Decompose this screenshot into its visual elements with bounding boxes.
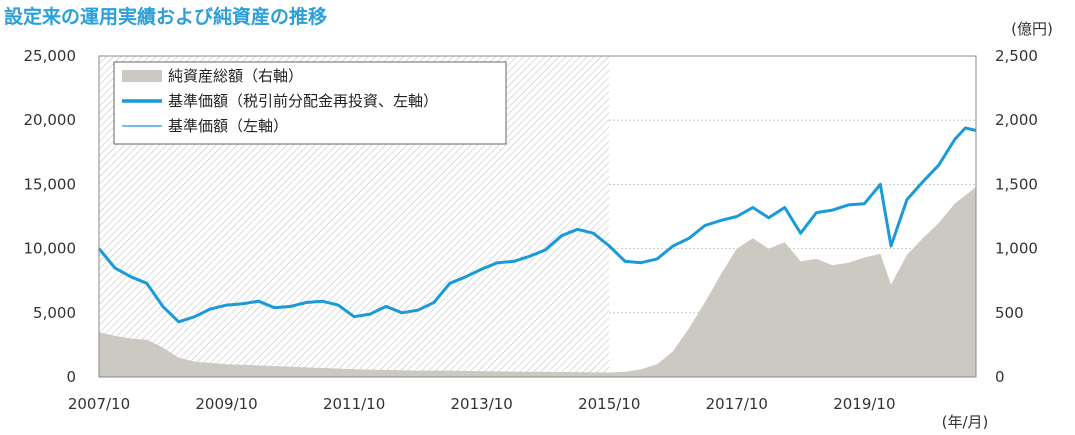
legend-label-nav: 基準価額（左軸）	[168, 117, 288, 135]
nav-line-thick	[97, 126, 977, 324]
x-tick: 2019/10	[833, 395, 895, 413]
y-tick-right: 0	[995, 368, 1005, 386]
y-tick-left: 0	[66, 368, 76, 386]
net-assets-area	[99, 187, 976, 377]
y-tick-right: 1,000	[995, 240, 1038, 258]
x-tick: 2009/10	[195, 395, 257, 413]
y-tick-left: 20,000	[24, 111, 77, 129]
x-tick: 2013/10	[451, 395, 513, 413]
y-tick-right: 500	[995, 304, 1024, 322]
legend-box	[113, 61, 507, 145]
legend-label-net-assets: 純資産総額（右軸）	[168, 67, 303, 85]
y-tick-right: 2,500	[995, 47, 1038, 65]
x-tick: 2011/10	[323, 395, 385, 413]
y-tick-right: 1,500	[995, 175, 1038, 193]
legend: 純資産総額（右軸） 基準価額（税引前分配金再投資、左軸） 基準価額（左軸）	[113, 61, 507, 145]
y-axis-right: 2,500 2,000 1,500 1,000 500 0	[995, 47, 1038, 386]
y-tick-right: 2,000	[995, 111, 1038, 129]
y-tick-left: 10,000	[24, 240, 77, 258]
x-axis: 2007/10 2009/10 2011/10 2013/10 2015/10 2017/…	[68, 395, 896, 413]
x-tick: 2015/10	[578, 395, 640, 413]
plot-border	[98, 55, 977, 378]
x-unit-label: (年/月)	[942, 413, 989, 431]
legend-swatch-area	[122, 70, 162, 82]
y-tick-left: 25,000	[24, 47, 77, 65]
y2-unit-label: (億円)	[1011, 20, 1053, 38]
x-tick: 2017/10	[706, 395, 768, 413]
legend-label-nav-reinvest: 基準価額（税引前分配金再投資、左軸）	[168, 92, 438, 110]
chart-title: 設定来の運用実績および純資産の推移	[4, 6, 328, 28]
y-axis-left: 25,000 20,000 15,000 10,000 5,000 0	[24, 47, 77, 386]
y-tick-left: 5,000	[33, 304, 76, 322]
y-tick-left: 15,000	[24, 175, 77, 193]
x-tick: 2007/10	[68, 395, 130, 413]
